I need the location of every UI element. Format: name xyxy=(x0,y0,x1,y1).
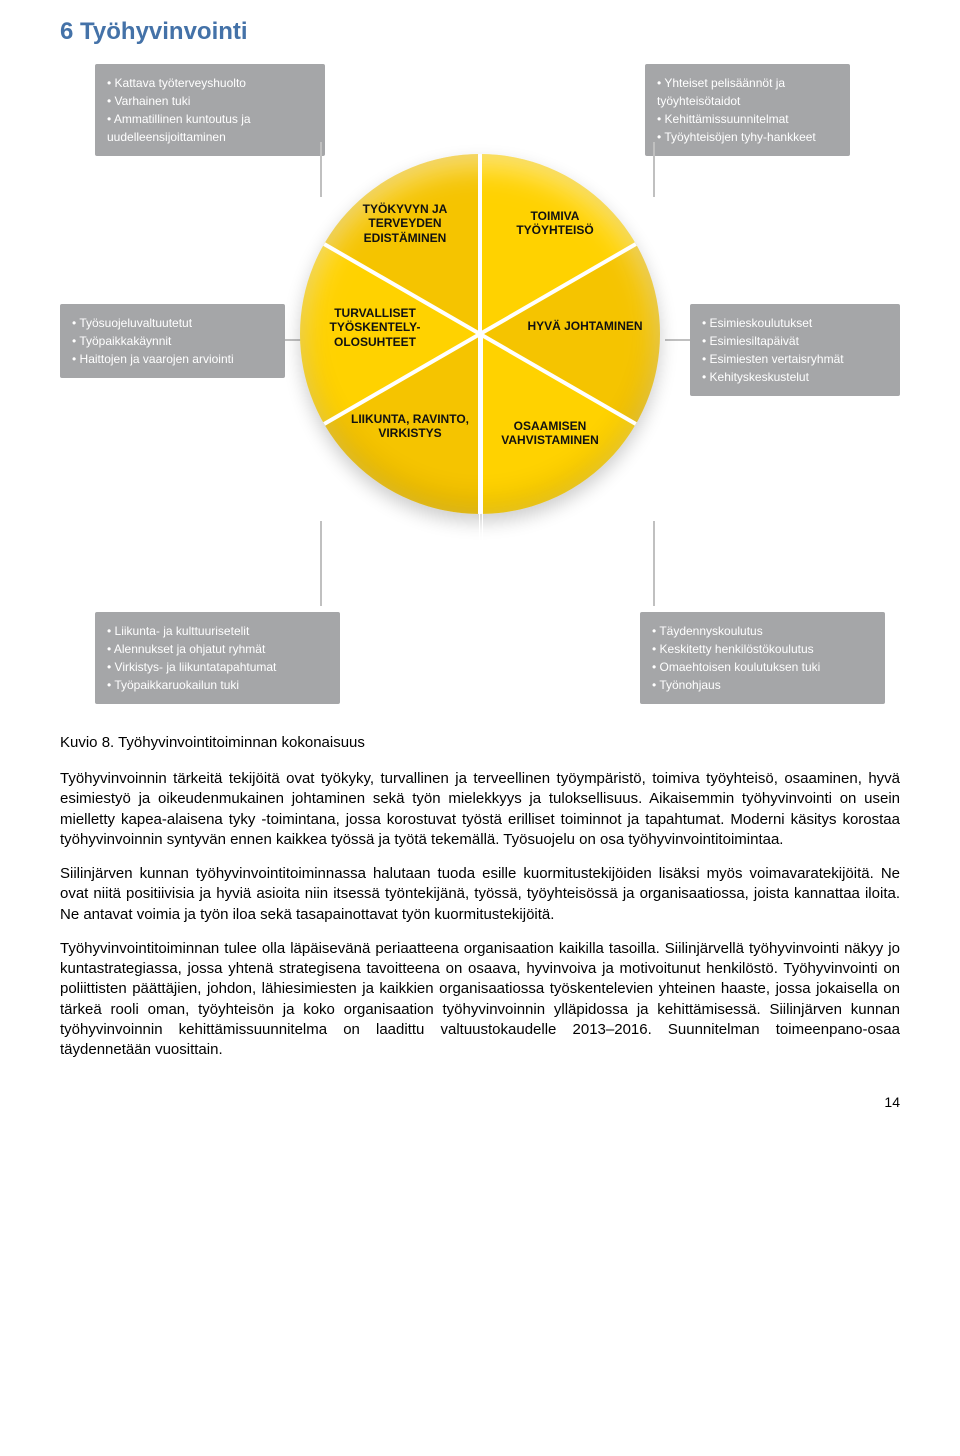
page-title: 6 Työhyvinvointi xyxy=(60,18,900,46)
segment-label-2: TOIMIVA TYÖYHTEISÖ xyxy=(495,209,615,238)
box-item: Työnohjaus xyxy=(652,676,873,694)
box-item: Omaehtoisen koulutuksen tuki xyxy=(652,658,873,676)
box-item: Esimieskoulutukset xyxy=(702,314,888,332)
box-item: Kattava työterveyshuolto xyxy=(107,74,313,92)
box-bottom-right: Täydennyskoulutus Keskitetty henkilöstök… xyxy=(640,612,885,704)
figure-caption: Kuvio 8. Työhyvinvointitoiminnan kokonai… xyxy=(60,734,900,751)
segment-label-4: OSAAMISEN VAHVISTAMINEN xyxy=(490,419,610,448)
box-mid-right: Esimieskoulutukset Esimiesiltapäivät Esi… xyxy=(690,304,900,396)
leader-line xyxy=(653,521,655,606)
body-text: Työhyvinvoinnin tärkeitä tekijöitä ovat … xyxy=(60,769,900,1060)
leader-line xyxy=(665,339,690,341)
box-bottom-left: Liikunta- ja kulttuurisetelit Alennukset… xyxy=(95,612,340,704)
box-item: Työpaikkakäynnit xyxy=(72,332,273,350)
box-item: Yhteiset pelisäännöt ja työyhteisötaidot xyxy=(657,74,838,110)
box-item: Työsuojeluvaltuutetut xyxy=(72,314,273,332)
box-item: Kehityskeskustelut xyxy=(702,368,888,386)
box-item: Esimiesten vertaisryhmät xyxy=(702,350,888,368)
segment-label-5: LIIKUNTA, RAVINTO, VIRKISTYS xyxy=(350,412,470,441)
box-item: Kehittämissuunnitelmat xyxy=(657,110,838,128)
box-item: Liikunta- ja kulttuurisetelit xyxy=(107,622,328,640)
box-item: Työyhteisöjen tyhy-hankkeet xyxy=(657,128,838,146)
box-item: Virkistys- ja liikuntatapahtumat xyxy=(107,658,328,676)
segment-label-6: TURVALLISET TYÖSKENTELY-OLOSUHTEET xyxy=(315,306,435,349)
box-item: Työpaikkaruokailun tuki xyxy=(107,676,328,694)
box-item: Esimiesiltapäivät xyxy=(702,332,888,350)
box-top-left: Kattava työterveyshuolto Varhainen tuki … xyxy=(95,64,325,156)
segment-label-1: TYÖKYVYN JA TERVEYDEN EDISTÄMINEN xyxy=(345,202,465,245)
box-item: Alennukset ja ohjatut ryhmät xyxy=(107,640,328,658)
box-item: Haittojen ja vaarojen arviointi xyxy=(72,350,273,368)
leader-line xyxy=(320,521,322,606)
pie-chart: TYÖKYVYN JA TERVEYDEN EDISTÄMINEN TOIMIV… xyxy=(300,154,660,514)
box-item: Ammatillinen kuntoutus ja uudelleensijoi… xyxy=(107,110,313,146)
box-item: Varhainen tuki xyxy=(107,92,313,110)
paragraph: Työhyvinvointitoiminnan tulee olla läpäi… xyxy=(60,939,900,1061)
wellbeing-diagram: Kattava työterveyshuolto Varhainen tuki … xyxy=(60,64,900,704)
segment-label-3: HYVÄ JOHTAMINEN xyxy=(525,319,645,333)
box-item: Keskitetty henkilöstökoulutus xyxy=(652,640,873,658)
box-mid-left: Työsuojeluvaltuutetut Työpaikkakäynnit H… xyxy=(60,304,285,378)
paragraph: Työhyvinvoinnin tärkeitä tekijöitä ovat … xyxy=(60,769,900,850)
box-item: Täydennyskoulutus xyxy=(652,622,873,640)
paragraph: Siilinjärven kunnan työhyvinvointitoimin… xyxy=(60,864,900,925)
page-number: 14 xyxy=(60,1074,900,1120)
box-top-right: Yhteiset pelisäännöt ja työyhteisötaidot… xyxy=(645,64,850,156)
